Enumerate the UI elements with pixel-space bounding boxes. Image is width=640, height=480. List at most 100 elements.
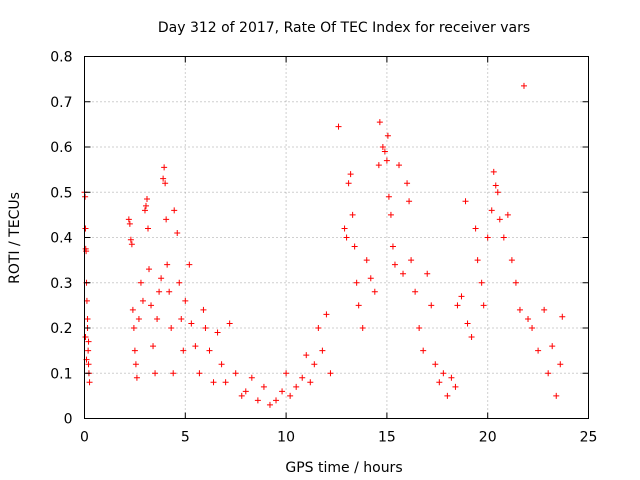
- data-point: [202, 325, 209, 331]
- data-point: [383, 157, 390, 164]
- data-point: [133, 374, 140, 381]
- data-point: [85, 347, 92, 354]
- data-point: [490, 168, 497, 175]
- data-point: [458, 293, 465, 300]
- data-point: [553, 392, 560, 399]
- data-point: [440, 370, 447, 377]
- data-point: [367, 275, 374, 282]
- y-tick-label: 0.6: [50, 140, 72, 156]
- data-point: [549, 343, 556, 350]
- data-point: [545, 370, 552, 377]
- y-tick-label: 0.1: [50, 366, 72, 382]
- data-point: [287, 392, 294, 399]
- data-point: [376, 119, 383, 126]
- data-point: [375, 162, 382, 169]
- data-point: [126, 220, 133, 227]
- data-point: [488, 207, 495, 214]
- data-point: [395, 162, 402, 169]
- data-point: [474, 257, 481, 264]
- x-tick-label: 0: [80, 430, 89, 446]
- data-point: [387, 211, 394, 218]
- data-point: [142, 202, 149, 209]
- data-point: [170, 370, 177, 377]
- data-point: [273, 397, 280, 404]
- data-point: [416, 325, 423, 331]
- data-point: [145, 225, 152, 232]
- data-point: [319, 347, 326, 354]
- data-point: [266, 401, 273, 408]
- data-point: [311, 361, 318, 368]
- data-point: [82, 334, 89, 341]
- x-tick-label: 20: [479, 430, 497, 446]
- data-point: [254, 397, 261, 404]
- data-point: [86, 379, 93, 386]
- data-point: [188, 320, 195, 327]
- x-axis-ticks: 0 5 10 15 20 25: [80, 56, 598, 446]
- data-point: [391, 261, 398, 268]
- data-point: [512, 279, 519, 286]
- data-point: [462, 198, 469, 205]
- data-point: [516, 306, 523, 313]
- data-point: [448, 374, 455, 381]
- data-point: [406, 198, 413, 205]
- data-point: [363, 257, 370, 264]
- data-point: [454, 302, 461, 309]
- data-point: [472, 225, 479, 232]
- data-point: [355, 302, 362, 309]
- x-tick-label: 25: [580, 430, 598, 446]
- data-point: [150, 343, 157, 350]
- data-point: [82, 225, 89, 232]
- data-point: [178, 315, 185, 322]
- data-point: [156, 288, 163, 295]
- data-point: [154, 315, 161, 322]
- data-point: [238, 392, 245, 399]
- data-point: [557, 361, 564, 368]
- data-point: [315, 325, 322, 331]
- data-point: [359, 325, 366, 331]
- data-point: [182, 297, 189, 304]
- data-point: [232, 370, 239, 377]
- data-point: [162, 180, 169, 187]
- y-tick-label: 0.7: [50, 95, 72, 111]
- data-point: [404, 180, 411, 187]
- data-point: [371, 288, 378, 295]
- x-tick-label: 15: [378, 430, 396, 446]
- data-point: [242, 388, 249, 395]
- data-point: [480, 302, 487, 309]
- data-point: [452, 383, 459, 390]
- data-point: [143, 196, 150, 203]
- data-point: [351, 243, 358, 250]
- data-point: [164, 261, 171, 268]
- data-point: [132, 361, 139, 368]
- data-point: [444, 392, 451, 399]
- data-point: [408, 257, 415, 264]
- data-point: [484, 234, 491, 241]
- data-point: [137, 279, 144, 286]
- data-point: [381, 148, 388, 155]
- data-point: [420, 347, 427, 354]
- data-point: [166, 288, 173, 295]
- data-point: [492, 182, 499, 189]
- data-point: [283, 370, 290, 377]
- data-point: [210, 379, 217, 386]
- x-tick-label: 5: [181, 430, 190, 446]
- data-point: [176, 279, 183, 286]
- data-point: [496, 216, 503, 223]
- x-axis-label: GPS time / hours: [285, 460, 402, 476]
- data-point: [131, 347, 138, 354]
- data-point: [163, 216, 170, 223]
- data-point: [152, 370, 159, 377]
- data-point: [347, 171, 354, 178]
- data-point: [139, 297, 146, 304]
- data-point: [85, 338, 92, 345]
- data-point: [464, 320, 471, 327]
- data-point: [520, 82, 527, 89]
- grid: [84, 56, 589, 419]
- data-point: [504, 211, 511, 218]
- data-point: [432, 361, 439, 368]
- data-point: [200, 306, 207, 313]
- y-tick-label: 0.4: [50, 231, 72, 247]
- data-point: [428, 302, 435, 309]
- data-point: [500, 234, 507, 241]
